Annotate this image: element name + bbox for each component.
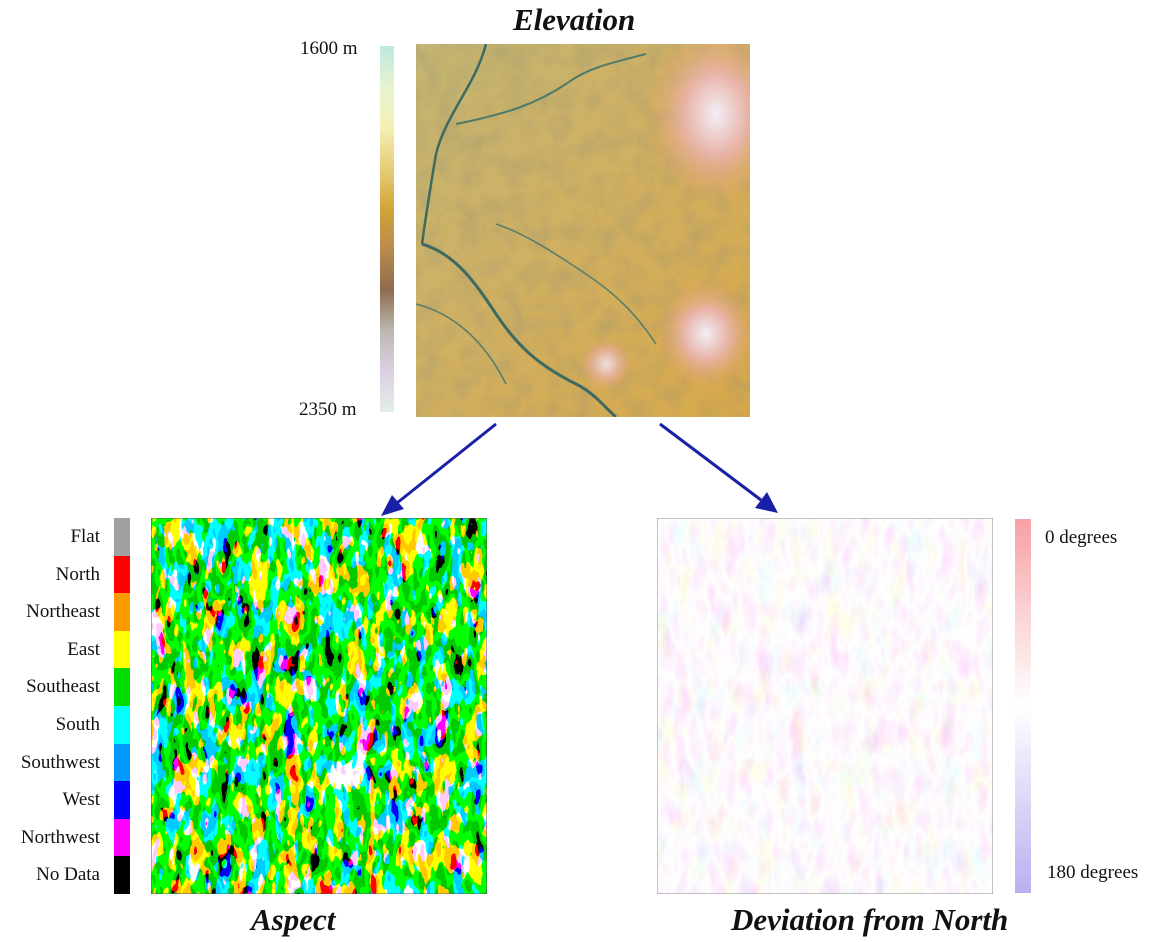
legend-item-south: South: [8, 705, 130, 744]
legend-swatch: [114, 593, 130, 631]
deviation-color-scale: [1015, 519, 1031, 893]
legend-item-west: West: [8, 781, 130, 819]
legend-item-southwest: Southwest: [8, 743, 130, 782]
arrow-to-deviation-head: [755, 492, 778, 513]
arrow-to-aspect-head: [381, 495, 404, 516]
legend-label: Northwest: [20, 826, 100, 848]
legend-label: Southeast: [26, 676, 100, 698]
legend-item-east: East: [8, 630, 130, 669]
legend-item-northwest: Northwest: [8, 818, 130, 857]
aspect-title: Aspect: [251, 902, 336, 937]
deviation-scale-top-label: 0 degrees: [1045, 527, 1118, 548]
legend-swatch: [114, 856, 130, 894]
legend-item-no-data: No Data: [8, 856, 130, 894]
legend-item-northeast: Northeast: [8, 593, 130, 631]
elevation-color-scale: [380, 46, 394, 412]
legend-label: Northeast: [26, 601, 100, 623]
deviation-scale-bottom-label: 180 degrees: [1047, 862, 1139, 883]
legend-label: Southwest: [20, 751, 100, 773]
elevation-scale-top-label: 1600 m: [300, 38, 358, 59]
aspect-map: [151, 518, 487, 894]
legend-swatch: [114, 818, 130, 857]
legend-swatch: [114, 630, 130, 669]
legend-item-southeast: Southeast: [8, 668, 130, 706]
deviation-title: Deviation from North: [731, 902, 1009, 937]
legend-swatch: [114, 518, 130, 556]
legend-label: South: [55, 713, 100, 735]
legend-item-north: North: [8, 555, 130, 594]
arrow-to-aspect: [396, 422, 497, 505]
legend-item-flat: Flat: [8, 518, 130, 556]
legend-swatch: [114, 668, 130, 706]
deviation-map: [657, 518, 993, 894]
legend-label: East: [67, 638, 100, 660]
legend-label: North: [55, 563, 100, 585]
elevation-map: [416, 44, 750, 417]
elevation-scale-bottom-label: 2350 m: [299, 399, 357, 420]
aspect-legend: Flat North Northeast East Southeast South Sout…: [8, 518, 130, 894]
legend-swatch: [114, 555, 130, 594]
legend-swatch: [114, 743, 130, 782]
elevation-title: Elevation: [513, 2, 636, 37]
legend-label: No Data: [36, 864, 100, 886]
legend-swatch: [114, 705, 130, 744]
arrow-to-deviation: [659, 422, 762, 502]
legend-label: Flat: [70, 526, 100, 547]
legend-label: West: [62, 789, 100, 811]
legend-swatch: [114, 781, 130, 819]
